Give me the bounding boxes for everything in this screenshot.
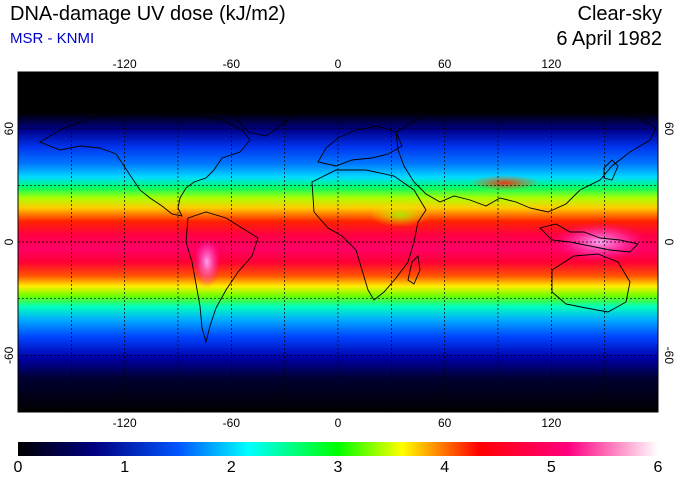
lon-tick-label-top: 0 [335, 57, 342, 71]
africa-outline [311, 169, 427, 301]
lon-tick-label-top: 60 [438, 57, 452, 71]
lat-tick-label-left: 0 [2, 238, 16, 245]
lat-tick-label-right: 0 [662, 239, 676, 246]
map-title: DNA-damage UV dose (kJ/m2) [10, 3, 286, 25]
madagascar-outline [407, 255, 421, 285]
colorbar [18, 442, 658, 456]
europe-outline [317, 125, 403, 167]
lon-tick-label-top: -120 [113, 57, 137, 71]
japan-outline [603, 159, 619, 181]
colorbar-tick-label: 4 [440, 459, 450, 476]
coastlines [38, 91, 657, 344]
source-label: MSR - KNMI [10, 30, 95, 47]
sky-condition-label: Clear-sky [577, 3, 662, 25]
colorbar-tick-label: 1 [120, 459, 130, 476]
lat-tick-label-left: -60 [2, 346, 16, 364]
colorbar-tick-label: 0 [13, 459, 23, 476]
lon-tick-label-bottom: -120 [113, 416, 137, 430]
south-america-outline [185, 211, 259, 344]
colorbar-tick-label: 5 [546, 459, 556, 476]
graticule [18, 72, 658, 412]
andes-hotspot [193, 236, 221, 288]
australia-outline [551, 253, 631, 313]
colorbar-tick-label: 6 [653, 459, 663, 476]
arabia-band [370, 203, 430, 227]
lon-tick-label-bottom: 60 [438, 416, 452, 430]
map-frame [17, 71, 659, 413]
lat-tick-label-left: 60 [2, 122, 16, 136]
lon-tick-label-bottom: -60 [223, 416, 241, 430]
asia-outline [395, 99, 657, 213]
lon-tick-label-top: 120 [541, 57, 561, 71]
greenland-outline [231, 91, 299, 137]
colorbar-tick-label: 2 [226, 459, 236, 476]
colorbar-tick-label: 3 [333, 459, 343, 476]
date-label: 6 April 1982 [556, 28, 662, 50]
lat-tick-label-right: 60 [662, 122, 676, 136]
lon-tick-label-top: -60 [223, 57, 241, 71]
lon-tick-label-bottom: 120 [541, 416, 561, 430]
map-axis-labels: -120 -120 -60 -60 0 0 60 60 120 120 60 60 0 0 -60 -60 [2, 57, 676, 430]
lon-tick-label-bottom: 0 [335, 416, 342, 430]
tibet-hotspot [469, 175, 541, 191]
lat-tick-label-right: -60 [662, 347, 676, 365]
